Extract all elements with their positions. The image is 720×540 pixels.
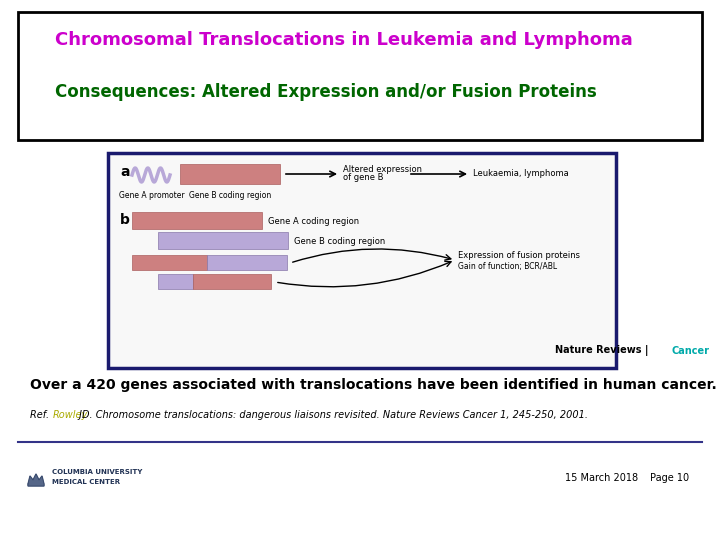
Text: JD. Chromosome translocations: dangerous liaisons revisited. Nature Reviews Canc: JD. Chromosome translocations: dangerous… [76, 410, 588, 420]
Bar [18, 12, 702, 140]
Bar [180, 164, 280, 184]
Text: Gain of function; BCR/ABL: Gain of function; BCR/ABL [458, 261, 557, 271]
Polygon shape [28, 474, 44, 486]
Text: Gene A coding region: Gene A coding region [268, 217, 359, 226]
Bar [108, 153, 616, 368]
Text: Gene B coding region: Gene B coding region [189, 191, 271, 200]
Text: Cancer: Cancer [672, 346, 710, 356]
Text: Gene A promoter: Gene A promoter [120, 191, 185, 200]
Text: Over a 420 genes associated with translocations have been identified in human ca: Over a 420 genes associated with translo… [30, 378, 716, 392]
Bar [132, 255, 207, 270]
Text: Rowley: Rowley [53, 410, 89, 420]
Text: Gene B coding region: Gene B coding region [294, 237, 385, 246]
Text: COLUMBIA UNIVERSITY: COLUMBIA UNIVERSITY [52, 469, 143, 475]
Text: Nature Reviews |: Nature Reviews | [555, 345, 652, 356]
Text: MEDICAL CENTER: MEDICAL CENTER [52, 479, 120, 485]
Text: Altered expression: Altered expression [343, 165, 422, 173]
Text: Leukaemia, lymphoma: Leukaemia, lymphoma [473, 170, 569, 179]
Bar [132, 212, 262, 229]
Text: Chromosomal Translocations in Leukemia and Lymphoma: Chromosomal Translocations in Leukemia a… [55, 31, 633, 49]
Text: of gene B: of gene B [343, 173, 384, 183]
Bar [193, 274, 271, 289]
Text: Expression of fusion proteins: Expression of fusion proteins [458, 251, 580, 260]
Text: a: a [120, 165, 130, 179]
Text: 15 March 2018: 15 March 2018 [565, 473, 638, 483]
Bar [158, 232, 288, 249]
Bar [158, 274, 193, 289]
Text: Page 10: Page 10 [650, 473, 689, 483]
Bar [207, 255, 287, 270]
Text: Ref.: Ref. [30, 410, 55, 420]
Text: Consequences: Altered Expression and/or Fusion Proteins: Consequences: Altered Expression and/or … [55, 83, 597, 101]
Text: b: b [120, 213, 130, 227]
